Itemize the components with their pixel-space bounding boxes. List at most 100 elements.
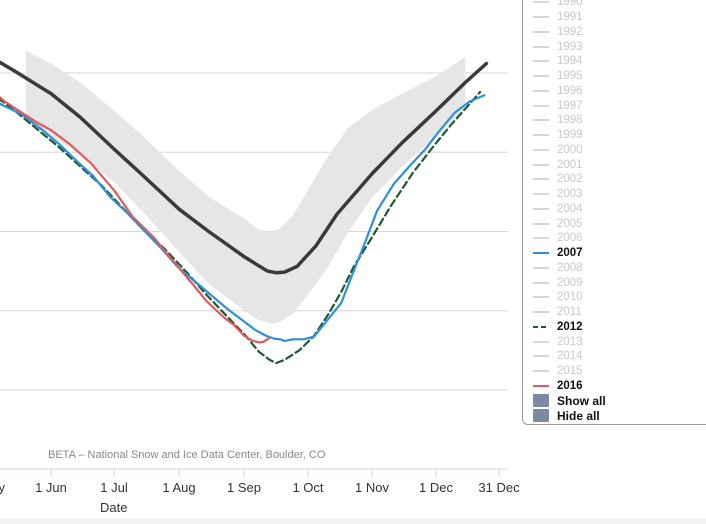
legend-item-1999[interactable]: 1999 [523,128,706,143]
x-tick-label: 1 Oct [292,480,323,495]
legend-item-2010[interactable]: 2010 [523,290,706,305]
legend-label: 2008 [557,261,583,274]
legend-swatch [533,370,549,373]
legend-item-1998[interactable]: 1998 [523,113,706,128]
legend-label: 2001 [557,158,583,171]
legend-label: 2007 [557,247,583,260]
legend-label: 1993 [557,40,583,53]
legend-label: 2000 [557,143,583,156]
hide-all-button[interactable]: Hide all [523,408,706,423]
credit-text: BETA – National Snow and Ice Data Center… [48,449,326,461]
x-tick-label: y [0,480,6,495]
series-layer [0,60,489,365]
legend-label: 1995 [557,70,583,83]
legend-item-1993[interactable]: 1993 [523,39,706,54]
legend-swatch [533,178,549,181]
legend-swatch [533,237,549,240]
show-all-label: Show all [557,393,606,408]
legend-item-2008[interactable]: 2008 [523,261,706,276]
legend-swatch [533,384,549,388]
legend-swatch [533,207,549,210]
legend-swatch [533,281,549,284]
median-band-layer [25,50,466,324]
show-all-button[interactable]: Show all [523,393,706,408]
legend-item-2007[interactable]: 2007 [523,246,706,261]
x-tick-label: 1 Jul [100,480,128,495]
legend-swatch [533,325,549,329]
legend-item-2011[interactable]: 2011 [523,305,706,320]
legend-swatch [533,193,549,196]
legend-label: 2011 [557,306,582,319]
x-tick-label: 1 Nov [355,480,389,495]
legend-item-2012[interactable]: 2012 [523,320,706,335]
legend-item-2013[interactable]: 2013 [523,334,706,349]
legend-item-2001[interactable]: 2001 [523,157,706,172]
legend-swatch [533,119,549,122]
legend-item-1997[interactable]: 1997 [523,98,706,113]
legend-label: 2006 [557,232,583,245]
legend-label: 1997 [557,99,583,112]
legend-swatch [533,311,549,314]
x-tick-label: 1 Jun [35,480,67,495]
legend-list: 1990 1991 1992 1993 1994 1995 1996 1997 1998 1999… [523,0,706,393]
legend-item-1990[interactable]: 1990 [523,0,706,10]
legend-item-2000[interactable]: 2000 [523,143,706,158]
legend-label: 1998 [557,114,583,127]
legend-item-1994[interactable]: 1994 [523,54,706,69]
legend-label: 1999 [557,129,583,142]
legend-item-2002[interactable]: 2002 [523,172,706,187]
interdecile-band [25,50,466,324]
legend-swatch [533,30,549,33]
legend-item-1995[interactable]: 1995 [523,69,706,84]
legend-swatch [533,1,549,4]
legend-item-1991[interactable]: 1991 [523,10,706,25]
legend-swatch [533,340,549,343]
legend-swatch [533,266,549,269]
legend-label: 2002 [557,173,583,186]
legend-item-2015[interactable]: 2015 [523,364,706,379]
legend-label: 2005 [557,217,583,230]
series-line-2016 [0,95,271,344]
x-tick-label: 31 Dec [478,480,520,495]
legend-item-2009[interactable]: 2009 [523,275,706,290]
x-axis-title: Date [100,500,127,515]
legend-swatch [533,60,549,63]
series-line-2007 [0,94,486,342]
legend-label: 2009 [557,276,583,289]
legend-label: 2015 [557,365,583,378]
legend-item-2005[interactable]: 2005 [523,216,706,231]
x-tick-label: 1 Dec [419,480,453,495]
legend-swatch [533,251,549,255]
legend-label: 2013 [557,335,583,348]
legend-label: 2016 [557,379,583,392]
legend-item-1996[interactable]: 1996 [523,84,706,99]
legend-item-2003[interactable]: 2003 [523,187,706,202]
legend-swatch [533,104,549,107]
legend-swatch [533,134,549,137]
hide-all-label: Hide all [557,408,600,423]
legend-swatch [533,45,549,48]
legend-label: 2012 [557,320,583,333]
legend-label: 2004 [557,202,583,215]
x-tick-label: 1 Aug [162,480,195,495]
legend-label: 1996 [557,84,583,97]
legend-swatch [533,355,549,358]
legend-label: 2003 [557,188,583,201]
legend-item-2004[interactable]: 2004 [523,202,706,217]
legend-item-2014[interactable]: 2014 [523,349,706,364]
show-all-box [533,394,549,408]
legend-item-1992[interactable]: 1992 [523,25,706,40]
legend-swatch [533,163,549,166]
legend-label: 2014 [557,350,583,363]
x-tick-label: 1 Sep [227,480,261,495]
series-line-1981-2010-median [0,60,489,275]
legend-label: 2010 [557,291,583,304]
legend-swatch [533,148,549,151]
legend-label: 1990 [557,0,583,9]
hide-all-box [533,409,549,423]
x-axis: y 1 Jun 1 Jul 1 Aug 1 Sep 1 Oct 1 Nov 1 Dec 31 D… [0,468,520,495]
legend-label: 1992 [557,25,583,38]
legend-item-2006[interactable]: 2006 [523,231,706,246]
legend-item-2016[interactable]: 2016 [523,379,706,394]
